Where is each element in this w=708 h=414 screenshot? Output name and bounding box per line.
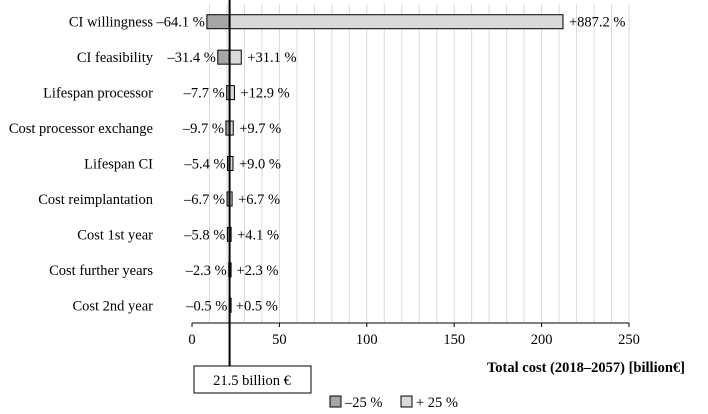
data-label-plus: +0.5 % — [236, 298, 278, 314]
category-label: CI feasibility — [77, 50, 154, 66]
bar-minus-25 — [217, 49, 231, 65]
x-tick-label: 50 — [272, 332, 287, 348]
data-label-minus: –31.4 % — [166, 50, 215, 66]
category-label: Lifespan processor — [43, 86, 153, 102]
legend-swatch-minus — [329, 395, 342, 408]
data-label-plus: +887.2 % — [569, 15, 626, 31]
category-label: Cost processor exchange — [9, 121, 153, 137]
x-tick-label: 0 — [188, 332, 195, 348]
x-axis: 0 50 100 150 200 250 Total cost (2018–2057) [b… — [188, 322, 685, 376]
legend-label-plus: + 25 % — [416, 395, 458, 411]
data-label-plus: +31.1 % — [247, 50, 296, 66]
data-label-plus: +9.7 % — [239, 121, 281, 137]
x-tick-label: 150 — [443, 332, 465, 348]
data-label-plus: +4.1 % — [237, 227, 279, 243]
data-label-minus: –9.7 % — [182, 121, 224, 137]
data-label-minus: –7.7 % — [183, 86, 225, 102]
legend-label-minus: –25 % — [344, 395, 382, 411]
category-label: Cost further years — [49, 263, 153, 279]
data-label-minus: –6.7 % — [183, 192, 225, 208]
x-tick-label: 100 — [356, 332, 378, 348]
x-axis-title: Total cost (2018–2057) [billion€] — [487, 360, 685, 376]
legend-swatch-plus — [400, 395, 413, 408]
baseline-box — [193, 365, 312, 394]
legend: –25 % + 25 % — [329, 395, 458, 411]
data-label-minus: –5.8 % — [183, 227, 225, 243]
bar-plus-25 — [229, 14, 564, 30]
category-label: CI willingness — [69, 15, 154, 31]
data-label-minus: –64.1 % — [156, 15, 205, 31]
x-tick-label: 200 — [531, 332, 553, 348]
bars — [206, 14, 564, 313]
baseline-label: 21.5 billion € — [213, 373, 291, 389]
bar-minus-25 — [206, 14, 231, 30]
category-label: Cost reimplantation — [38, 192, 154, 208]
data-label-plus: +2.3 % — [236, 263, 278, 279]
bar-plus-25 — [229, 49, 242, 65]
data-label-minus: –2.3 % — [185, 263, 227, 279]
category-label: Cost 1st year — [77, 227, 153, 243]
labels: CI willingness –64.1 % +887.2 % CI feasibil… — [9, 15, 626, 315]
data-label-plus: +12.9 % — [240, 86, 289, 102]
baseline: 21.5 billion € — [193, 0, 312, 394]
data-label-minus: –0.5 % — [185, 298, 227, 314]
data-label-minus: –5.4 % — [183, 157, 225, 173]
x-tick-label: 250 — [618, 332, 640, 348]
data-label-plus: +6.7 % — [238, 192, 280, 208]
data-label-plus: +9.0 % — [239, 157, 281, 173]
grid-lines — [208, 4, 630, 323]
category-label: Cost 2nd year — [72, 298, 153, 314]
category-label: Lifespan CI — [84, 157, 153, 173]
